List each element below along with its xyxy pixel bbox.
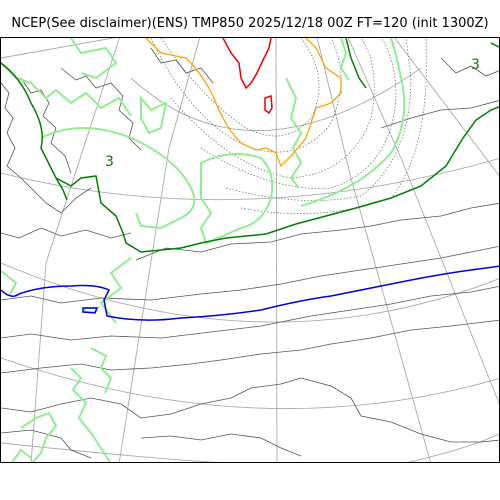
- green-contours: [1, 38, 499, 253]
- light-green-contour: [70, 367, 111, 462]
- red-contour: [264, 94, 273, 115]
- meridian-line: [347, 38, 499, 405]
- meridian-line: [394, 38, 499, 177]
- light-green-contour: [199, 153, 274, 245]
- red-contour: [222, 38, 272, 90]
- map-title: NCEP(See disclaimer)(ENS) TMP850 2025/12…: [11, 16, 489, 31]
- coastline-segment: [150, 47, 214, 84]
- orange-contours: [145, 38, 342, 168]
- coastline-segment: [1, 82, 92, 214]
- blue-contour: [1, 265, 499, 321]
- meridian-line: [316, 38, 431, 462]
- coastline-segment: [140, 433, 302, 457]
- coastline-segment: [1, 377, 499, 443]
- meridian-line: [30, 38, 120, 462]
- light-green-contour: [300, 38, 406, 207]
- meridian-line: [275, 38, 278, 462]
- dotted-contour: [160, 38, 320, 137]
- green-contour: [55, 177, 68, 201]
- coastline-segment: [135, 202, 499, 261]
- green-contour: [490, 42, 499, 48]
- dotted-contour: [225, 38, 412, 201]
- red-contours: [222, 38, 273, 115]
- coastline-segment: [20, 77, 72, 174]
- parallel-line: [1, 158, 499, 201]
- contour-label: 3: [105, 154, 114, 170]
- orange-contour: [145, 38, 342, 168]
- coastline-segment: [60, 67, 142, 151]
- blue-contours: [1, 265, 499, 321]
- dotted-contour: [150, 38, 342, 153]
- light-green-contour: [11, 448, 32, 462]
- coastline-segment: [1, 319, 499, 374]
- light-green-contour: [1, 270, 18, 297]
- light-green-contour: [285, 77, 303, 189]
- light-green-contour: [20, 411, 58, 462]
- parallel-line: [130, 67, 422, 132]
- parallel-line: [1, 357, 499, 410]
- parallel-line: [1, 262, 499, 323]
- coastline: [1, 47, 499, 459]
- coastline-segment: [1, 429, 92, 459]
- meridian-line: [1, 38, 116, 59]
- light-green-contour: [339, 38, 350, 81]
- parallel-line: [1, 442, 219, 462]
- green-contour: [1, 62, 499, 253]
- coastline-segment: [440, 57, 499, 77]
- graticule: [1, 38, 499, 462]
- light-green-contour: [99, 257, 132, 324]
- coastline-segment: [1, 285, 499, 341]
- light-green-contour: [1, 62, 132, 117]
- light-green-contour: [90, 347, 113, 394]
- blue-contour: [82, 307, 99, 314]
- map-panel: 3 3: [0, 37, 500, 463]
- dotted-contour: [200, 38, 397, 189]
- contour-label: 3: [471, 57, 480, 73]
- parallel-line: [407, 433, 499, 462]
- light-green-contour: [70, 38, 118, 80]
- light-green-contours: [1, 38, 406, 462]
- light-green-contour: [40, 127, 196, 230]
- coastline-segment: [1, 245, 499, 304]
- light-green-contour: [140, 95, 168, 135]
- coastline-segment: [1, 227, 132, 239]
- green-contour: [345, 38, 367, 89]
- coastline-segment: [380, 100, 499, 129]
